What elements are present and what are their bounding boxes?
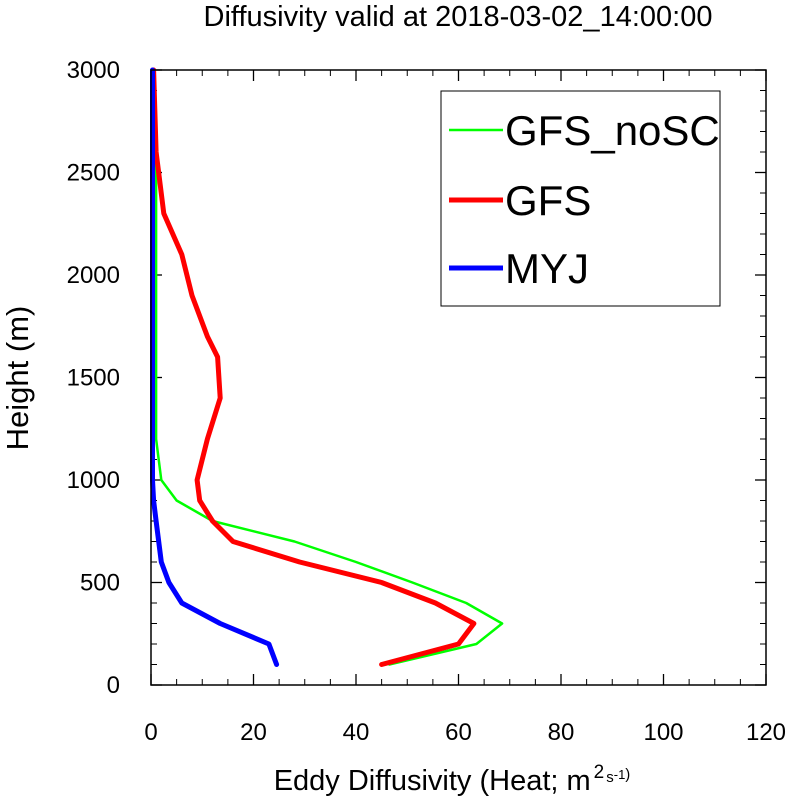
y-tick-label: 1000 bbox=[67, 467, 120, 494]
legend: GFS_noSC GFS MYJ bbox=[440, 90, 721, 307]
x-tick-label: 20 bbox=[240, 719, 267, 746]
x-axis-label-main: Eddy Diffusivity (Heat; m bbox=[274, 765, 591, 797]
y-tick-label: 0 bbox=[107, 672, 120, 699]
x-tick-labels: 0 20 40 60 80 100 120 bbox=[144, 719, 786, 746]
chart-title: Diffusivity valid at 2018-03-02_14:00:00 bbox=[204, 1, 713, 33]
x-tick-label: 0 bbox=[144, 719, 157, 746]
x-axis-label-exp: -1 bbox=[614, 767, 626, 782]
plot-frame bbox=[150, 69, 767, 686]
x-tick-label: 60 bbox=[445, 719, 472, 746]
legend-label-gfs-nosc: GFS_noSC bbox=[505, 107, 720, 154]
y-tick-label: 500 bbox=[80, 570, 120, 597]
x-axis-label-s: s bbox=[606, 769, 614, 786]
x-tick-label: 80 bbox=[548, 719, 575, 746]
x-tick-label: 40 bbox=[343, 719, 370, 746]
legend-label-gfs: GFS bbox=[505, 177, 591, 224]
y-tick-label: 2500 bbox=[67, 160, 120, 187]
y-tick-label: 1500 bbox=[67, 365, 120, 392]
series-line-gfs bbox=[151, 67, 477, 667]
x-axis-label-close: ) bbox=[625, 766, 630, 783]
series-line-myj bbox=[150, 67, 280, 667]
x-tick-label: 120 bbox=[746, 719, 786, 746]
legend-label-myj: MYJ bbox=[505, 245, 589, 292]
x-axis-label: Eddy Diffusivity (Heat; m 2 s-1) bbox=[274, 762, 631, 797]
x-tick-label: 100 bbox=[643, 719, 683, 746]
y-axis-label: Height (m) bbox=[0, 306, 35, 451]
series-lines bbox=[150, 67, 504, 667]
y-tick-labels: 0 500 1000 1500 2000 2500 3000 bbox=[67, 57, 120, 699]
y-tick-label: 2000 bbox=[67, 262, 120, 289]
x-axis-label-sup: 2 bbox=[594, 762, 605, 783]
y-tick-label: 3000 bbox=[67, 57, 120, 84]
